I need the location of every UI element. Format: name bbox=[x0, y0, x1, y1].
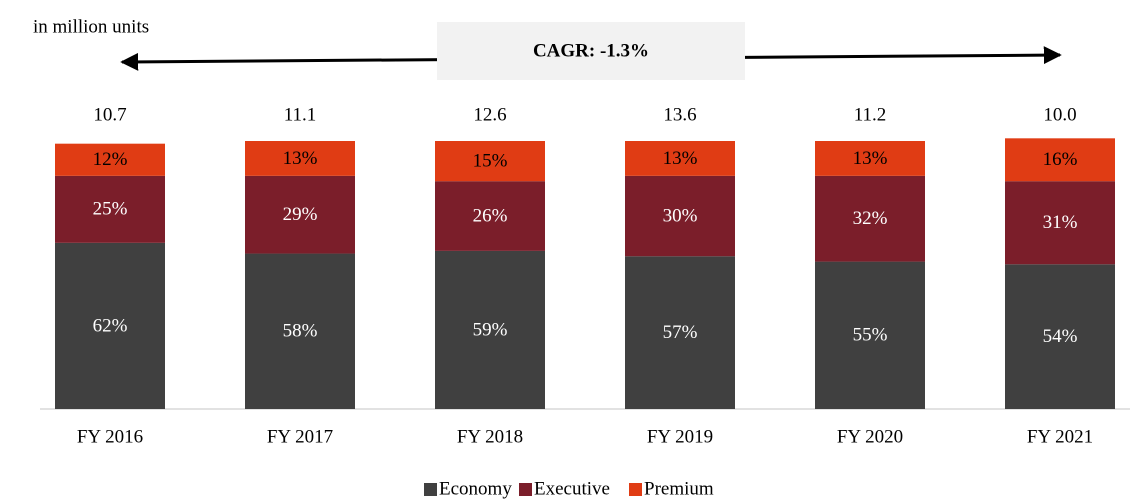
data-label: 15% bbox=[473, 150, 508, 171]
bar-segment bbox=[245, 253, 355, 409]
data-label: 31% bbox=[1043, 212, 1078, 233]
bar-segment bbox=[55, 143, 165, 176]
legend-swatch bbox=[519, 483, 532, 496]
data-label: 29% bbox=[283, 204, 318, 225]
bar-segment bbox=[1005, 181, 1115, 265]
data-label: 59% bbox=[473, 319, 508, 340]
total-label: 12.6 bbox=[473, 104, 506, 125]
legend-swatch bbox=[424, 483, 437, 496]
data-label: 58% bbox=[283, 321, 318, 342]
total-label: 13.6 bbox=[663, 104, 696, 125]
data-label: 13% bbox=[283, 148, 318, 169]
data-label: 32% bbox=[853, 208, 888, 229]
total-label: 11.1 bbox=[284, 104, 317, 125]
legend-swatch bbox=[629, 483, 642, 496]
bar-segment bbox=[815, 141, 925, 176]
bar-segment bbox=[1005, 138, 1115, 182]
bar-segment bbox=[435, 141, 545, 182]
data-label: 12% bbox=[93, 149, 128, 170]
bar-segment bbox=[435, 250, 545, 409]
legend-label: Executive bbox=[534, 478, 610, 499]
total-label: 10.0 bbox=[1043, 104, 1076, 125]
bar-segment bbox=[55, 242, 165, 409]
data-label: 55% bbox=[853, 325, 888, 346]
data-label: 16% bbox=[1043, 149, 1078, 170]
total-label: 11.2 bbox=[854, 104, 887, 125]
cagr-box bbox=[437, 22, 745, 80]
x-tick-label: FY 2018 bbox=[457, 426, 523, 447]
data-label: 30% bbox=[663, 205, 698, 226]
bar-segment bbox=[625, 256, 735, 409]
x-tick-label: FY 2017 bbox=[267, 426, 333, 447]
total-label: 10.7 bbox=[93, 104, 126, 125]
unit-label: in million units bbox=[33, 16, 149, 37]
bar-segment bbox=[815, 261, 925, 409]
bar-segment bbox=[435, 181, 545, 251]
data-label: 54% bbox=[1043, 326, 1078, 347]
bar-segment bbox=[55, 175, 165, 243]
x-tick-label: FY 2020 bbox=[837, 426, 903, 447]
data-label: 25% bbox=[93, 199, 128, 220]
legend-label: Economy bbox=[439, 478, 512, 499]
x-tick-label: FY 2021 bbox=[1027, 426, 1093, 447]
bar-segment bbox=[815, 175, 925, 262]
legend-label: Premium bbox=[644, 478, 714, 499]
x-tick-label: FY 2016 bbox=[77, 426, 143, 447]
x-tick-label: FY 2019 bbox=[647, 426, 713, 447]
data-label: 57% bbox=[663, 322, 698, 343]
bar-segment bbox=[245, 141, 355, 176]
bar-segment bbox=[625, 175, 735, 257]
cagr-label: CAGR: -1.3% bbox=[533, 40, 649, 61]
bar-segment bbox=[1005, 264, 1115, 409]
bar-segment bbox=[245, 175, 355, 254]
data-label: 13% bbox=[853, 148, 888, 169]
data-label: 62% bbox=[93, 315, 128, 336]
bar-segment bbox=[625, 141, 735, 176]
data-label: 13% bbox=[663, 148, 698, 169]
data-label: 26% bbox=[473, 205, 508, 226]
